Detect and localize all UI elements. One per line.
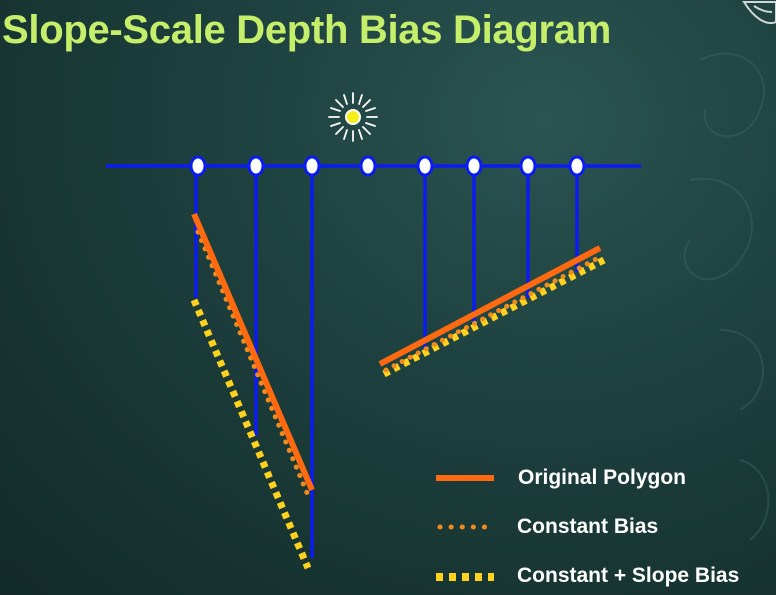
shadow-texel-sample [303, 155, 321, 177]
shadow-texel-sample [189, 155, 207, 177]
constant-bias-line-left [195, 229, 313, 503]
constant-bias-line-right [383, 253, 605, 373]
legend-label-constant-slope: Constant + Slope Bias [517, 564, 740, 587]
logo-icon [742, 1, 776, 24]
slope-bias-line-right [382, 256, 606, 378]
slide-title: Slope-Scale Depth Bias Diagram [2, 8, 611, 52]
legend-label-constant: Constant Bias [517, 515, 659, 538]
sun-icon [328, 92, 378, 142]
original-polygon-right [378, 245, 602, 367]
shadow-texel-sample [568, 155, 586, 177]
shadow-texel-sample [465, 155, 483, 177]
original-polygon-left [191, 212, 315, 492]
shadow-texel-sample [519, 155, 537, 177]
legend-label-original: Original Polygon [518, 466, 687, 489]
shadow-texel-sample [247, 155, 265, 177]
shadow-texel-sample [359, 155, 377, 177]
shadow-texel-sample [416, 155, 434, 177]
slope-bias-line-left [190, 298, 312, 570]
